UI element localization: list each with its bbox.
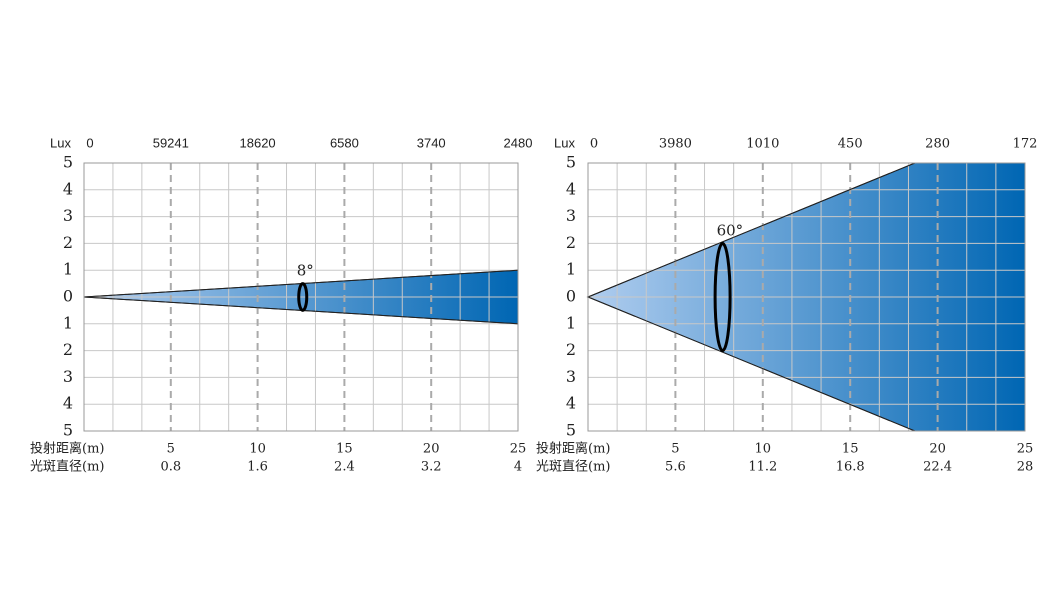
y-tick-label: 3 xyxy=(63,367,73,386)
lux-value: 3740 xyxy=(417,135,446,150)
angle-ellipse xyxy=(713,241,732,353)
lux-value: 3980 xyxy=(659,137,692,152)
angle-label: 60° xyxy=(717,221,744,239)
x-tick-label: 25 xyxy=(1017,442,1034,457)
lux-value: 6580 xyxy=(330,135,359,150)
y-tick-label: 5 xyxy=(63,421,73,440)
y-tick-label: 5 xyxy=(63,153,73,172)
distance-label: 投射距离(m) xyxy=(536,441,610,457)
y-tick-label: 2 xyxy=(566,340,576,359)
x-tick-label: 20 xyxy=(929,442,946,457)
y-tick-label: 4 xyxy=(63,179,73,198)
y-tick-label: 3 xyxy=(566,206,576,225)
spot-diameter: 28 xyxy=(1017,460,1034,475)
spot-diameter: 4 xyxy=(514,460,522,475)
spot-diameter: 2.4 xyxy=(334,460,355,475)
lux-value: 0 xyxy=(590,137,598,152)
spot-diameter: 16.8 xyxy=(836,460,865,475)
y-tick-label: 4 xyxy=(566,179,576,198)
lux-value: 18620 xyxy=(240,135,276,150)
diameter-label: 光斑直径(m) xyxy=(536,460,610,475)
y-tick-label: 3 xyxy=(566,367,576,386)
spot-diameter: 1.6 xyxy=(247,460,268,475)
y-tick-label: 1 xyxy=(566,260,576,279)
diameter-label: 光斑直径(m) xyxy=(30,460,104,475)
spot-diameter: 11.2 xyxy=(748,460,777,475)
lux-value: 0 xyxy=(86,135,93,150)
lux-value: 2480 xyxy=(504,135,533,150)
spot-diameter: 0.8 xyxy=(160,460,181,475)
y-tick-label: 2 xyxy=(63,340,73,359)
y-tick-label: 0 xyxy=(566,287,576,306)
lux-value: 450 xyxy=(838,137,863,152)
x-tick-label: 10 xyxy=(755,442,772,457)
lux-value: 172 xyxy=(1013,137,1038,152)
plot-frame xyxy=(83,162,519,432)
y-tick-label: 0 xyxy=(63,287,73,306)
angle-ellipse xyxy=(297,282,309,312)
y-tick-label: 4 xyxy=(566,394,576,413)
x-tick-label: 25 xyxy=(510,442,527,457)
spot-diameter: 22.4 xyxy=(923,460,952,475)
y-tick-label: 1 xyxy=(63,313,73,332)
x-tick-label: 10 xyxy=(249,442,266,457)
y-tick-label: 1 xyxy=(63,260,73,279)
y-tick-label: 5 xyxy=(566,153,576,172)
y-tick-label: 1 xyxy=(566,313,576,332)
x-tick-label: 5 xyxy=(671,442,679,457)
lux-value: 1010 xyxy=(746,137,779,152)
y-tick-label: 2 xyxy=(566,233,576,252)
lux-label: Lux xyxy=(554,135,575,150)
y-tick-label: 2 xyxy=(63,233,73,252)
distance-label: 投射距离(m) xyxy=(30,441,104,457)
y-tick-label: 3 xyxy=(63,206,73,225)
y-tick-label: 4 xyxy=(63,394,73,413)
lux-value: 59241 xyxy=(153,135,189,150)
y-tick-label: 5 xyxy=(566,421,576,440)
plot-frame xyxy=(587,162,1026,432)
lux-label: Lux xyxy=(50,135,71,150)
spot-diameter: 5.6 xyxy=(665,460,686,475)
spot-diameter: 3.2 xyxy=(421,460,442,475)
angle-label: 8° xyxy=(297,262,314,280)
x-tick-label: 15 xyxy=(842,442,859,457)
x-tick-label: 20 xyxy=(423,442,440,457)
lux-value: 280 xyxy=(925,137,950,152)
x-tick-label: 5 xyxy=(167,442,175,457)
x-tick-label: 15 xyxy=(336,442,353,457)
